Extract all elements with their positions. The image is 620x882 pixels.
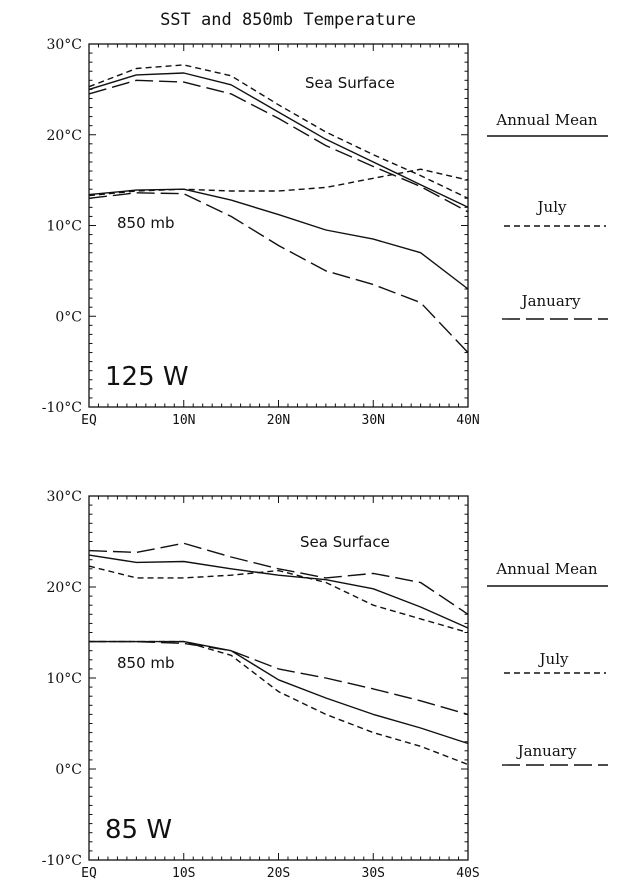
series-line xyxy=(88,64,469,199)
series-line xyxy=(88,192,469,354)
legend-label: January xyxy=(516,742,577,760)
x-tick-label: 20N xyxy=(267,413,290,428)
legend: Annual Mean July January xyxy=(487,111,608,320)
x-tick-label: 30S xyxy=(362,866,385,881)
y-tick-label: 0°C xyxy=(55,309,82,325)
series-line xyxy=(88,565,469,634)
axis-ticks xyxy=(88,43,469,408)
y-tick-label: 20°C xyxy=(46,580,82,596)
y-tick-label: 30°C xyxy=(46,37,82,53)
legend-label: Annual Mean xyxy=(495,111,598,129)
y-tick-label: 10°C xyxy=(46,219,82,235)
y-tick-label: 0°C xyxy=(55,762,82,778)
x-tick-label: 40S xyxy=(456,866,479,881)
x-tick-label: 10S xyxy=(172,866,195,881)
series-line xyxy=(88,542,469,615)
y-tick-label: 30°C xyxy=(46,489,82,505)
series-group-annotation: 850 mb xyxy=(117,214,175,232)
x-tick-label: 30N xyxy=(362,413,385,428)
x-tick-label: 40N xyxy=(456,413,479,428)
series-line xyxy=(88,72,469,208)
y-tick-label: 10°C xyxy=(46,671,82,687)
series-line xyxy=(88,188,469,290)
series-line xyxy=(88,79,469,213)
y-tick-label: -10°C xyxy=(42,853,82,869)
x-tick-label: 20S xyxy=(267,866,290,881)
legends: Annual Mean July January Annual Mean July Jan… xyxy=(487,111,608,766)
legend: Annual Mean July January xyxy=(487,560,608,766)
series-group-annotation: 850 mb xyxy=(117,654,175,672)
figure-title: SST and 850mb Temperature xyxy=(160,10,416,30)
panel-label: 125 W xyxy=(105,362,189,392)
x-tick-label: EQ xyxy=(81,866,97,881)
y-tick-label: -10°C xyxy=(42,400,82,416)
series-group-annotation: Sea Surface xyxy=(300,533,390,551)
chart-panel: EQ 10S 20S 30S 40S 30°C 20°C 10°C 0°C -10°C Sea Su… xyxy=(42,489,480,881)
legend-label: July xyxy=(538,650,569,668)
axis-ticks xyxy=(88,495,469,861)
series-group-annotation: Sea Surface xyxy=(305,74,395,92)
series-line xyxy=(89,640,469,716)
legend-label: Annual Mean xyxy=(495,560,598,578)
x-tick-label: EQ xyxy=(81,413,97,428)
x-tick-label: 10N xyxy=(172,413,195,428)
chart-panel: EQ 10N 20N 30N 40N 30°C 20°C 10°C 0°C -10°C Sea Su… xyxy=(42,37,480,428)
chart-panels: EQ 10N 20N 30N 40N 30°C 20°C 10°C 0°C -10°C Sea Su… xyxy=(42,37,480,881)
y-tick-label: 20°C xyxy=(46,128,82,144)
panel-label: 85 W xyxy=(105,815,172,845)
legend-label: July xyxy=(536,198,567,216)
series-line xyxy=(88,554,469,629)
legend-label: January xyxy=(520,292,581,310)
